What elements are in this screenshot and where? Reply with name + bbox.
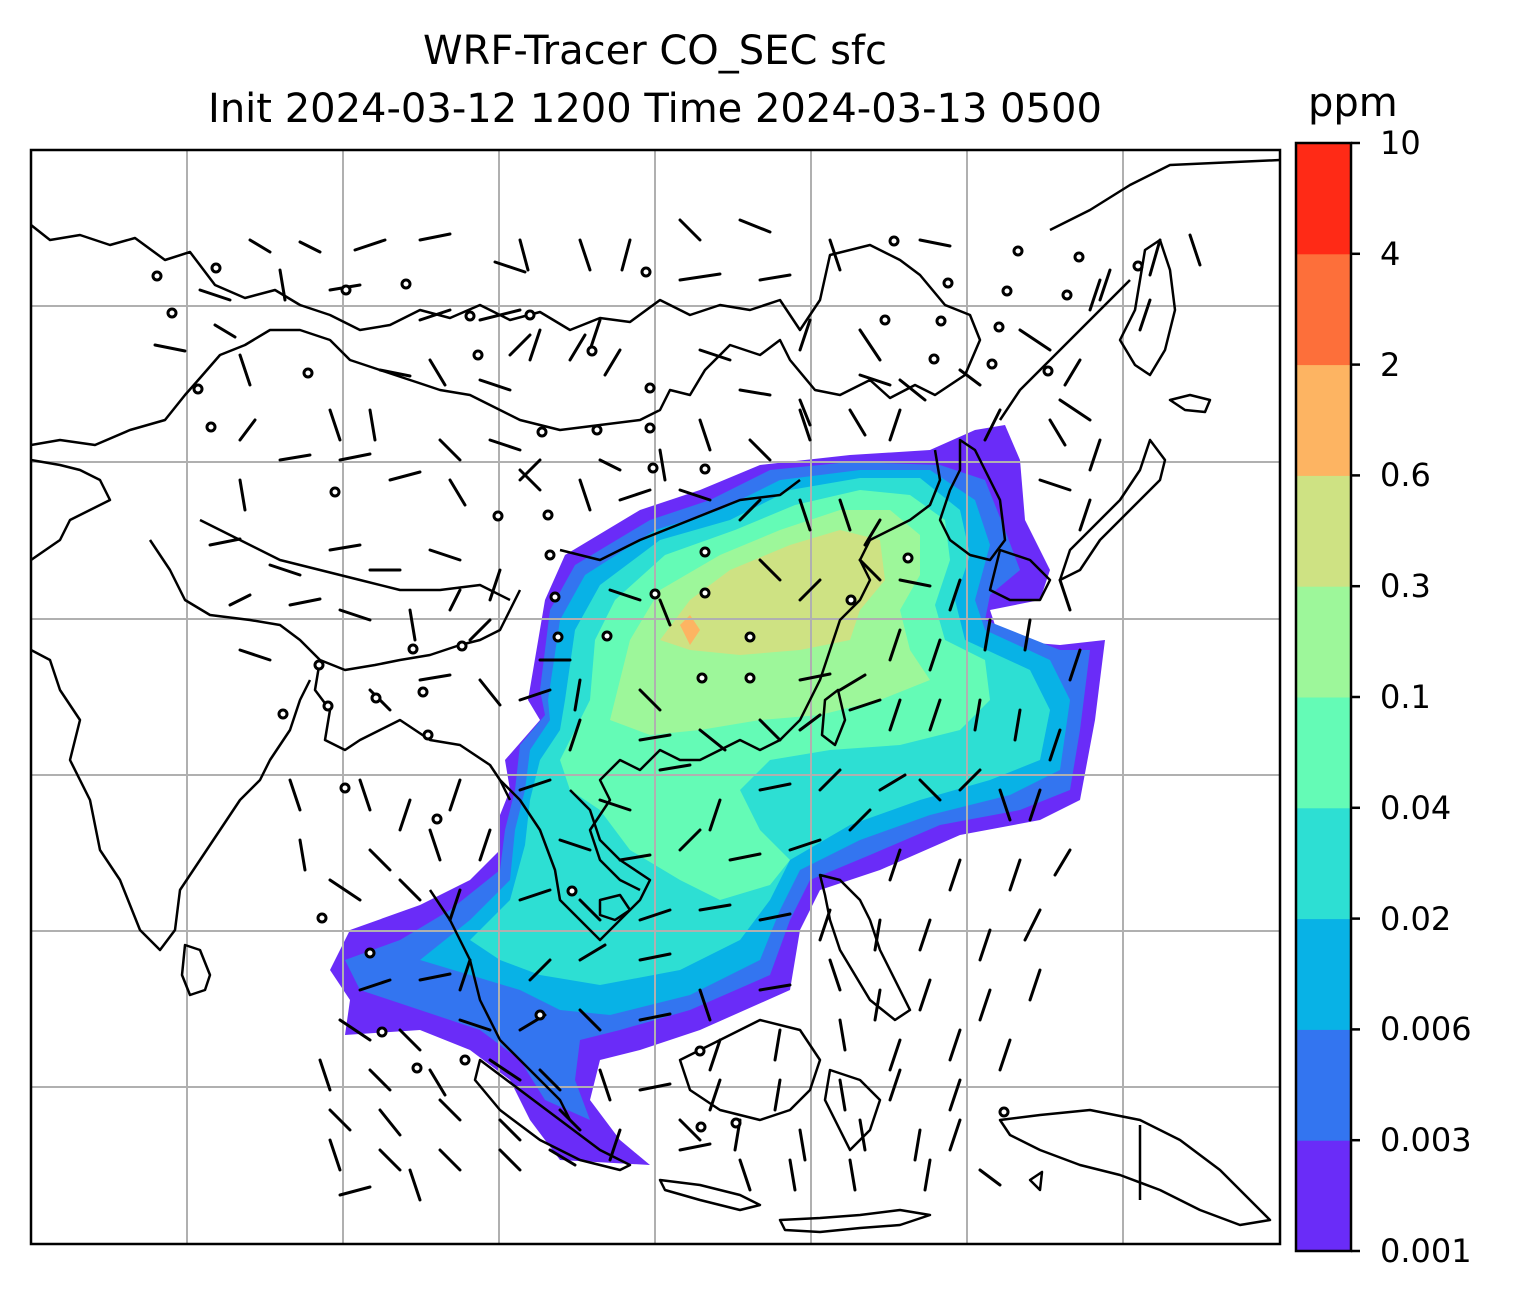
colorbar-segment (1296, 807, 1351, 920)
tracer-plume (330, 425, 1105, 1165)
new-guinea (998, 1108, 1272, 1227)
colorbar-segment (1296, 918, 1351, 1030)
gridlines (31, 150, 1280, 1244)
sea-of-okhotsk-coast (998, 279, 1131, 421)
sri-lanka (180, 943, 212, 997)
china-west-border (148, 539, 522, 672)
indochina-peninsula (499, 779, 652, 942)
colorbar-tick-label: 2 (1380, 345, 1401, 384)
malay-peninsula (428, 889, 572, 1121)
colorbar-ticks (1351, 141, 1360, 1253)
colorbar-segment (1296, 1140, 1351, 1252)
lesser-sunda (778, 1208, 932, 1234)
inner-china-border (559, 479, 801, 562)
map-title-line-1: WRF-Tracer CO_SEC sfc (422, 28, 888, 74)
sakhalin (1118, 238, 1177, 377)
plume-level-8 (680, 615, 700, 645)
colorbar-tick-label: 0.001 (1380, 1232, 1472, 1270)
colorbar-segment (1296, 1029, 1351, 1141)
colorbar-tick-label: 0.04 (1380, 788, 1452, 827)
borneo (678, 1018, 822, 1122)
northern-border (31, 224, 982, 447)
colorbar-segment (1296, 475, 1351, 587)
map-frame (29, 148, 1282, 1246)
taiwan (820, 688, 847, 747)
calm-wind-markers (151, 235, 1144, 1133)
colorbar-segment (1296, 697, 1351, 809)
java (658, 1178, 762, 1212)
tibet-border (199, 518, 511, 602)
russia-east (1049, 158, 1280, 232)
india (31, 648, 312, 952)
colorbar-segment (1296, 364, 1351, 476)
colorbar-tick-label: 0.1 (1380, 678, 1431, 716)
colorbar-unit: ppm (1308, 80, 1398, 126)
colorbar-tick-label: 0.3 (1380, 567, 1431, 606)
philippines (818, 873, 912, 1022)
central-asia-border (31, 458, 112, 562)
colorbar-tick-label: 0.02 (1380, 899, 1452, 938)
wind-barbs (153, 218, 1202, 1202)
colorbar-segment (1296, 253, 1351, 366)
colorbar-segment (1296, 143, 1351, 255)
colorbar (1296, 143, 1351, 1252)
colorbar-tick-label: 0.006 (1380, 1010, 1472, 1049)
colorbar-tick-label: 10 (1380, 124, 1421, 162)
map-title-line-2: Init 2024-03-12 1200 Time 2024-03-13 050… (208, 86, 1102, 132)
sulawesi (823, 1068, 882, 1152)
colorbar-tick-label: 0.003 (1380, 1121, 1472, 1160)
colorbar-tick-label: 4 (1380, 234, 1401, 273)
korea (938, 438, 1007, 562)
colorbar-tick-label: 0.6 (1380, 456, 1431, 495)
sumatra (473, 1058, 632, 1172)
plume-level-7 (660, 530, 885, 655)
hainan (598, 893, 632, 922)
east-timor (1028, 1170, 1044, 1192)
japan (988, 393, 1212, 602)
colorbar-segment (1296, 586, 1351, 698)
